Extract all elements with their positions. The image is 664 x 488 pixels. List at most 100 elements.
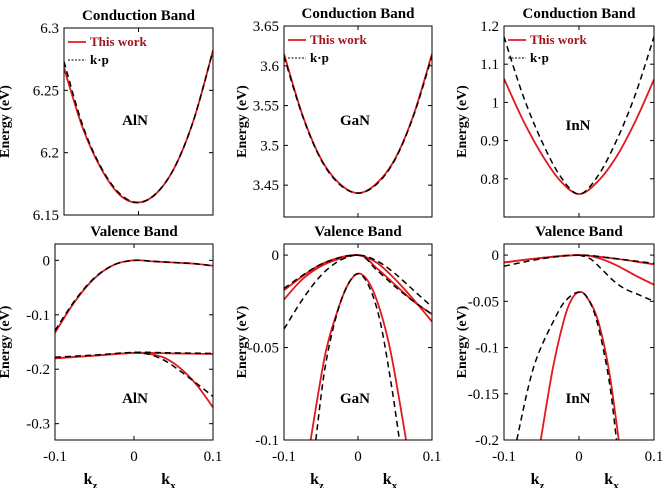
y-tick-label: -0.2 (475, 433, 499, 449)
y-tick-label: 6.2 (40, 146, 59, 162)
x-axis-label-kx: kx (604, 471, 619, 488)
y-tick-label: 1.1 (480, 57, 499, 73)
y-axis-label: Energy (eV) (235, 305, 250, 378)
y-tick-label: -0.05 (248, 341, 279, 357)
x-axis-label-kz: kz (84, 471, 98, 488)
y-tick-label: 6.15 (33, 208, 59, 224)
panel-title: Conduction Band (302, 6, 416, 22)
legend-label-this-work: This work (530, 32, 587, 47)
x-axis-label-kx: kx (383, 471, 398, 488)
x-axis-sub: z (540, 480, 545, 488)
x-axis-sub: x (613, 480, 619, 488)
panel-title: Conduction Band (523, 6, 637, 22)
y-axis-label: Energy (eV) (235, 85, 250, 158)
y-tick-label: -0.1 (26, 308, 50, 324)
x-axis-sub: x (392, 480, 398, 488)
y-tick-label: 3.45 (253, 178, 279, 194)
legend: This work k·p (288, 32, 367, 65)
curves (55, 259, 213, 408)
y-tick-label: 6.25 (33, 83, 59, 99)
x-tick-label: 0 (354, 449, 362, 465)
series-this-work (539, 291, 620, 440)
material-label: GaN (340, 391, 370, 407)
series-kp (55, 351, 213, 358)
curves (64, 50, 213, 204)
plot-frame (54, 243, 214, 441)
series-this-work (504, 254, 654, 266)
curves (504, 36, 654, 195)
legend: This work k·p (508, 32, 587, 65)
y-tick-label: 0 (492, 248, 500, 264)
y-tick-label: 1 (492, 95, 500, 111)
x-axis-sub: z (93, 480, 98, 488)
y-tick-label: -0.2 (26, 362, 50, 378)
y-tick-label: 3.65 (253, 19, 279, 35)
panel-aln-cb: Conduction Band 6.15 6.2 6.25 6.3 Energy (eV)… (0, 8, 214, 224)
y-tick-label: -0.3 (26, 417, 50, 433)
y-tick-label: 0.9 (480, 134, 499, 150)
panel-aln-vb: Valence Band -0.3 -0.2 -0.1 0 -0.1 0 0.1 kz kx Ene… (0, 224, 222, 488)
panel-title: Valence Band (90, 224, 178, 240)
series-kp (504, 36, 654, 195)
series-kp (55, 259, 213, 331)
x-axis-sub: z (319, 480, 324, 488)
legend-label-kp: k·p (310, 50, 329, 65)
series-kp (284, 56, 432, 194)
panel-gan-cb: Conduction Band 3.45 3.5 3.55 3.6 3.65 Energy … (235, 6, 433, 218)
x-axis-label-kz: kz (310, 471, 324, 488)
series-kp (578, 254, 654, 303)
x-tick-label: 0.1 (423, 449, 442, 465)
y-tick-label: 3.55 (253, 99, 279, 115)
curves (504, 254, 654, 440)
panel-title: Valence Band (535, 224, 623, 240)
series-kp (516, 291, 618, 440)
series-this-work (284, 254, 432, 315)
material-label: AlN (122, 113, 148, 129)
y-tick-label: 1.2 (480, 19, 499, 35)
x-axis-label-kz: kz (531, 471, 545, 488)
series-kp (64, 50, 213, 204)
y-axis-label: Energy (eV) (455, 305, 470, 378)
series-this-work (284, 254, 432, 323)
series-kp (133, 351, 213, 398)
x-tick-label: 0 (575, 449, 583, 465)
y-tick-label: 3.5 (260, 138, 279, 154)
curves (284, 53, 432, 195)
x-tick-label: -0.1 (272, 449, 296, 465)
material-label: GaN (340, 113, 370, 129)
legend-label-this-work: This work (310, 32, 367, 47)
y-tick-label: 0.8 (480, 172, 499, 188)
series-this-work (504, 78, 654, 195)
y-tick-label: 6.3 (40, 21, 59, 37)
y-tick-label: -0.1 (255, 433, 279, 449)
series-kp (284, 254, 432, 315)
y-tick-label: -0.15 (468, 387, 499, 403)
y-axis-label: Energy (eV) (0, 85, 13, 158)
x-axis-label-kx: kx (161, 471, 176, 488)
legend-label-kp: k·p (90, 52, 109, 67)
y-tick-label: -0.05 (468, 294, 499, 310)
legend-label-kp: k·p (530, 50, 549, 65)
y-tick-label: -0.1 (475, 341, 499, 357)
panel-inn-vb: Valence Band -0.2 -0.15 -0.1 -0.05 0 -0.1 0 0.1 k… (455, 224, 663, 488)
y-axis-label: Energy (eV) (455, 85, 470, 158)
panel-gan-vb: Valence Band -0.1 -0.05 0 -0.1 0 0.1 kz kx Energy… (235, 224, 441, 488)
x-tick-label: 0.1 (645, 449, 664, 465)
series-this-work (309, 272, 407, 440)
x-tick-label: -0.1 (43, 449, 67, 465)
material-label: InN (565, 118, 590, 134)
material-label: AlN (122, 391, 148, 407)
material-label: InN (565, 391, 590, 407)
legend: This work k·p (68, 34, 147, 67)
curves (284, 254, 432, 440)
series-kp (315, 272, 401, 440)
y-tick-label: 3.6 (260, 59, 279, 75)
panel-inn-cb: Conduction Band 0.8 0.9 1 1.1 1.2 Energy (eV) I… (455, 6, 655, 218)
series-kp (284, 254, 432, 330)
y-tick-label: 0 (272, 248, 280, 264)
x-tick-label: 0 (130, 449, 138, 465)
y-tick-label: 0 (43, 253, 51, 269)
panel-title: Valence Band (314, 224, 402, 240)
x-axis-sub: x (170, 480, 176, 488)
